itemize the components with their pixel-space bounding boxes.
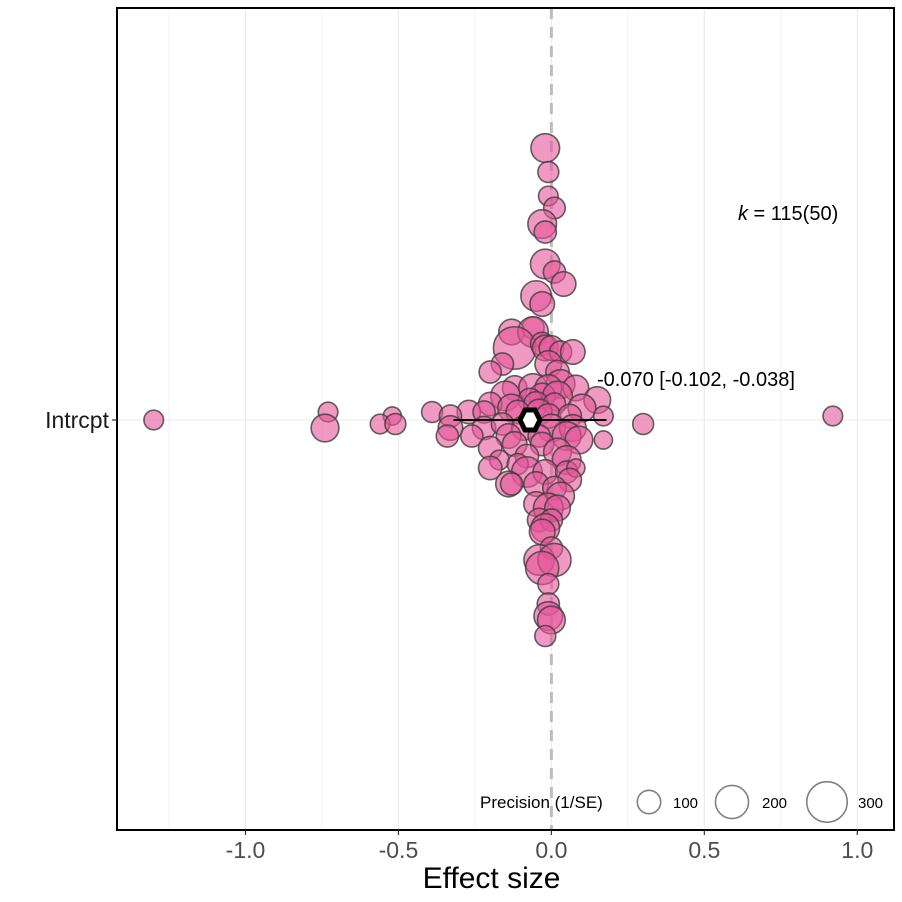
effect-point xyxy=(477,455,503,481)
x-tick-label: -0.5 xyxy=(379,837,419,863)
effect-point xyxy=(478,360,503,384)
overall-estimate-marker xyxy=(517,407,543,433)
y-category-label: Intrcpt xyxy=(45,407,110,433)
x-tick-label: 1.0 xyxy=(841,837,873,863)
effect-point xyxy=(459,424,484,448)
estimate-label: -0.070 [-0.102, -0.038] xyxy=(597,369,795,391)
effect-point xyxy=(310,413,340,443)
legend-size-key xyxy=(805,780,849,824)
effect-point xyxy=(384,412,407,436)
effect-point xyxy=(559,338,586,366)
effect-point xyxy=(537,572,560,596)
k-label-prefix: k xyxy=(738,203,749,225)
x-axis-ticks: -1.0 -0.5 0.0 0.5 1.0 xyxy=(226,830,873,863)
effect-point xyxy=(435,424,460,448)
legend-size-key xyxy=(714,784,750,820)
legend-size-label: 100 xyxy=(673,795,698,812)
legend: Precision (1/SE) 100 200 300 xyxy=(480,780,883,824)
effect-point xyxy=(499,472,524,496)
effect-point xyxy=(593,430,614,450)
x-axis-title: Effect size xyxy=(423,862,561,895)
effect-point xyxy=(534,624,557,648)
effect-size-points xyxy=(143,132,844,648)
effect-point xyxy=(550,270,577,298)
legend-size-key xyxy=(636,789,662,815)
legend-size-label: 200 xyxy=(762,795,787,812)
k-label: k = 115(50) xyxy=(738,203,838,225)
x-tick-label: 0.0 xyxy=(535,837,567,863)
k-label-value: = 115(50) xyxy=(748,203,838,225)
effect-point xyxy=(592,405,614,427)
effect-point xyxy=(529,290,556,318)
legend-title: Precision (1/SE) xyxy=(480,793,603,812)
effect-point xyxy=(143,409,165,431)
effect-point xyxy=(537,160,560,184)
x-tick-label: -1.0 xyxy=(226,837,266,863)
effect-point xyxy=(533,220,558,244)
effect-point xyxy=(530,132,561,164)
effect-point xyxy=(631,412,655,436)
x-tick-label: 0.5 xyxy=(688,837,720,863)
legend-size-label: 300 xyxy=(858,795,883,812)
panel-border xyxy=(116,7,895,831)
effect-point xyxy=(822,405,844,427)
